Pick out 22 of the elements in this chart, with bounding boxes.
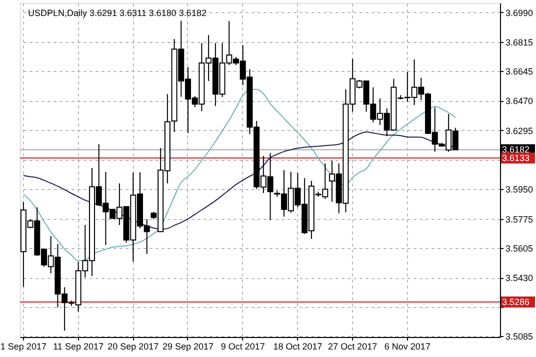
x-tick-label: 18 Oct 2017: [273, 342, 322, 352]
x-tick-label: 6 Nov 2017: [384, 342, 430, 352]
y-tick-label: 3.6295: [506, 126, 534, 136]
x-tick-label: 27 Oct 2017: [328, 342, 378, 352]
y-tick-label: 3.5775: [506, 214, 534, 224]
x-tick-label: 29 Sep 2017: [162, 342, 214, 352]
y-tick-label: 3.5605: [506, 243, 534, 254]
ref-line-label: 3.6133: [502, 153, 530, 164]
x-tick-label: 11 Sep 2017: [53, 342, 104, 352]
y-tick-label: 3.6645: [506, 66, 534, 76]
y-tick-label: 3.5430: [506, 273, 534, 284]
ref-line-label: 3.5286: [502, 296, 530, 307]
x-tick-label: 9 Oct 2017: [220, 342, 265, 352]
ref-line-label: 3.6182: [502, 144, 530, 155]
y-tick-label: 3.6470: [506, 96, 534, 106]
x-tick-label: 20 Sep 2017: [108, 342, 159, 352]
y-tick-label: 3.5950: [506, 184, 534, 195]
y-tick-label: 3.5085: [506, 332, 534, 342]
x-tick-label: 1 Sep 2017: [0, 342, 46, 352]
y-tick-label: 3.6815: [506, 38, 534, 48]
text: USDPLN,Daily 3.6291 3.6311 3.6180 3.6182: [28, 8, 206, 18]
y-tick-label: 3.6990: [506, 8, 534, 18]
